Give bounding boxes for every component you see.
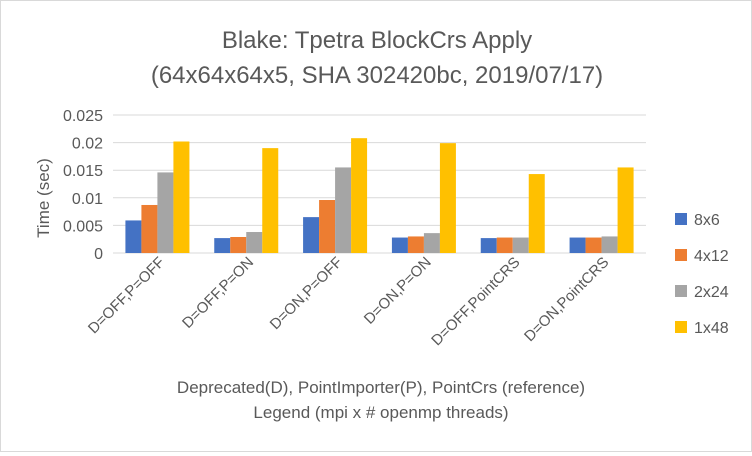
bar-1x48-D=ON,P=OFF [351, 138, 368, 253]
bar-2x24-D=ON,P=ON [423, 233, 440, 253]
bar-8x6-D=OFF,P=OFF [125, 220, 142, 253]
bar-8x6-D=ON,P=ON [391, 237, 408, 253]
bar-1x48-D=OFF,P=ON [262, 148, 279, 253]
bar-4x12-D=ON,PointCRS [585, 237, 602, 253]
y-tick-label: 0 [94, 246, 103, 263]
y-tick-label: 0.01 [72, 191, 103, 208]
chart-title: Blake: Tpetra BlockCrs Apply [222, 27, 532, 54]
bar-8x6-D=ON,PointCRS [569, 237, 586, 253]
legend-label: 2x24 [694, 284, 729, 301]
y-axis-label: Time (sec) [34, 158, 53, 238]
gridlines [113, 114, 646, 254]
y-tick-label: 0.02 [72, 136, 103, 153]
bar-4x12-D=ON,P=OFF [319, 200, 336, 253]
x-tick-label: D=OFF,P=ON [179, 254, 257, 332]
bar-8x6-D=ON,P=OFF [303, 217, 320, 253]
bar-4x12-D=ON,P=ON [407, 236, 424, 253]
bar-2x24-D=OFF,P=ON [246, 232, 263, 253]
x-axis-ticks: D=OFF,P=OFF D=OFF,P=ON D=ON,P=OFF D=ON,P=ON… [85, 254, 613, 349]
legend-swatch [675, 213, 687, 225]
bars [125, 138, 634, 253]
bar-2x24-D=OFF,PointCRS [512, 237, 529, 253]
bar-2x24-D=ON,PointCRS [601, 236, 618, 253]
bar-4x12-D=OFF,P=OFF [141, 204, 158, 253]
bar-1x48-D=ON,P=ON [439, 143, 456, 253]
bar-1x48-D=ON,PointCRS [617, 167, 634, 253]
legend-label: 1x48 [694, 320, 729, 337]
bar-8x6-D=OFF,PointCRS [480, 238, 497, 253]
x-tick-label: D=OFF,P=OFF [85, 254, 168, 337]
bar-4x12-D=OFF,PointCRS [496, 237, 513, 253]
bar-1x48-D=OFF,P=OFF [173, 141, 190, 253]
legend-swatch [675, 321, 687, 333]
y-tick-label: 0.015 [63, 163, 103, 180]
legend-swatch [675, 285, 687, 297]
bar-2x24-D=OFF,P=OFF [157, 172, 174, 253]
bar-4x12-D=OFF,P=ON [230, 236, 247, 253]
x-tick-label: D=ON,P=ON [361, 254, 435, 328]
legend-label: 4x12 [694, 248, 729, 265]
x-tick-label: D=OFF,PointCRS [428, 254, 523, 349]
x-tick-label: D=ON,PointCRS [521, 254, 612, 345]
bar-2x24-D=ON,P=OFF [335, 167, 352, 253]
legend-label: 8x6 [694, 212, 720, 229]
y-tick-label: 0.005 [63, 218, 103, 235]
y-axis-ticks: 0 0.005 0.01 0.015 0.02 0.025 [63, 108, 103, 263]
chart-subtitle: (64x64x64x5, SHA 302420bc, 2019/07/17) [151, 62, 603, 89]
x-axis-label: Deprecated(D), PointImporter(P), PointCr… [177, 378, 585, 397]
x-axis-sublabel: Legend (mpi x # openmp threads) [253, 403, 508, 422]
bar-1x48-D=OFF,PointCRS [528, 174, 545, 253]
legend: 8x6 4x12 2x24 1x48 [675, 212, 729, 337]
legend-swatch [675, 249, 687, 261]
y-tick-label: 0.025 [63, 108, 103, 125]
bar-8x6-D=OFF,P=ON [214, 238, 231, 253]
x-tick-label: D=ON,P=OFF [267, 254, 346, 333]
